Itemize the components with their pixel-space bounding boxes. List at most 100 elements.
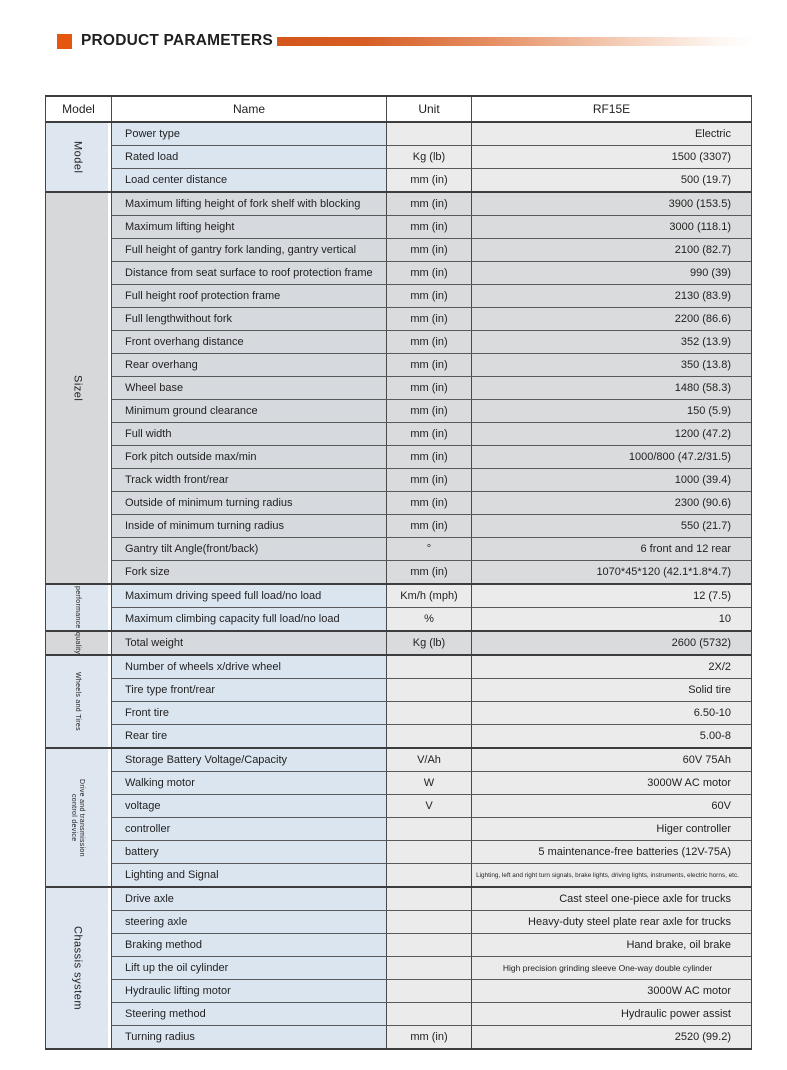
table-row: Maximum lifting height mm (in) 3000 (118.1… bbox=[111, 216, 751, 239]
param-unit-cell: V bbox=[386, 795, 471, 818]
param-name-cell: Fork size bbox=[111, 561, 386, 583]
param-name-cell: Full height of gantry fork landing, gant… bbox=[111, 239, 386, 261]
param-name-cell: Full width bbox=[111, 423, 386, 445]
table-row: steering axle Heavy-duty steel plate rear… bbox=[111, 911, 751, 935]
table-row: Wheel base mm (in) 1480 (58.3) bbox=[111, 377, 751, 400]
param-name-cell: Total weight bbox=[111, 632, 386, 654]
table-row: Lift up the oil cylinder High precision g… bbox=[111, 957, 751, 981]
table-row: Front overhang distance mm (in) 352 (13.9) bbox=[111, 331, 751, 354]
param-name-cell: Gantry tilt Angle(front/back) bbox=[111, 538, 386, 560]
category-label-text: quality bbox=[74, 632, 82, 655]
column-gap bbox=[108, 888, 111, 1049]
table-row: Minimum ground clearance mm (in) 150 (5.9) bbox=[111, 400, 751, 423]
table-row: Maximum driving speed full load/no load K… bbox=[111, 585, 751, 608]
param-name-cell: Maximum lifting height of fork shelf wit… bbox=[111, 193, 386, 215]
param-unit-cell: mm (in) bbox=[386, 262, 471, 284]
section-rows: Drive axle Cast steel one-piece axle for … bbox=[111, 888, 751, 1049]
table-row: Gantry tilt Angle(front/back) ° 6 front an… bbox=[111, 538, 751, 561]
category-label-wheels-and-tires: Wheels and Tires bbox=[46, 656, 108, 748]
param-unit-cell bbox=[386, 864, 471, 887]
param-name-cell: Inside of minimum turning radius bbox=[111, 515, 386, 537]
param-unit-cell bbox=[386, 123, 471, 145]
param-name-cell: Fork pitch outside max/min bbox=[111, 446, 386, 468]
table-row: Track width front/rear mm (in) 1000 (39.4) bbox=[111, 469, 751, 492]
param-value-cell: 3000W AC motor bbox=[471, 772, 751, 795]
table-row: Maximum lifting height of fork shelf wit… bbox=[111, 193, 751, 216]
table-row: Maximum climbing capacity full load/no l… bbox=[111, 608, 751, 630]
param-unit-cell bbox=[386, 957, 471, 980]
param-name-cell: Hydraulic lifting motor bbox=[111, 980, 386, 1003]
table-row: Load center distance mm (in) 500 (19.7) bbox=[111, 169, 751, 191]
table-row: Full width mm (in) 1200 (47.2) bbox=[111, 423, 751, 446]
param-unit-cell bbox=[386, 980, 471, 1003]
category-label-drive-and-transmission-control-device: Drive and transmission control device bbox=[46, 749, 108, 887]
param-unit-cell: mm (in) bbox=[386, 1026, 471, 1049]
table-row: Number of wheels x/drive wheel 2X/2 bbox=[111, 656, 751, 680]
param-unit-cell bbox=[386, 934, 471, 957]
param-name-cell: Storage Battery Voltage/Capacity bbox=[111, 749, 386, 772]
param-value-cell: 6.50-10 bbox=[471, 702, 751, 725]
column-gap bbox=[108, 123, 111, 191]
param-value-cell: 5.00-8 bbox=[471, 725, 751, 748]
param-name-cell: Maximum climbing capacity full load/no l… bbox=[111, 608, 386, 630]
table-row: Fork pitch outside max/min mm (in) 1000/80… bbox=[111, 446, 751, 469]
column-gap bbox=[108, 749, 111, 887]
section-rows: Maximum lifting height of fork shelf wit… bbox=[111, 193, 751, 583]
table-row: Lighting and Signal Lighting, left and ri… bbox=[111, 864, 751, 887]
param-name-cell: Front overhang distance bbox=[111, 331, 386, 353]
column-gap bbox=[108, 193, 111, 583]
param-unit-cell: mm (in) bbox=[386, 216, 471, 238]
table-row: Storage Battery Voltage/Capacity V/Ah 60V … bbox=[111, 749, 751, 773]
param-value-cell: 500 (19.7) bbox=[471, 169, 751, 191]
param-value-cell: 3000W AC motor bbox=[471, 980, 751, 1003]
header-name: Name bbox=[111, 97, 386, 121]
param-name-cell: Wheel base bbox=[111, 377, 386, 399]
param-name-cell: Steering method bbox=[111, 1003, 386, 1026]
param-value-cell: 990 (39) bbox=[471, 262, 751, 284]
param-value-cell: 12 (7.5) bbox=[471, 585, 751, 607]
param-name-cell: Drive axle bbox=[111, 888, 386, 911]
param-unit-cell bbox=[386, 656, 471, 679]
param-name-cell: Full lengthwithout fork bbox=[111, 308, 386, 330]
param-unit-cell: mm (in) bbox=[386, 354, 471, 376]
table-body: Model Power type Electric Rated load Kg (lb)… bbox=[46, 123, 751, 1049]
param-unit-cell: mm (in) bbox=[386, 400, 471, 422]
param-value-cell: Solid tire bbox=[471, 679, 751, 702]
param-value-cell: 5 maintenance-free batteries (12V-75A) bbox=[471, 841, 751, 864]
param-unit-cell bbox=[386, 725, 471, 748]
param-unit-cell: mm (in) bbox=[386, 515, 471, 537]
param-name-cell: Turning radius bbox=[111, 1026, 386, 1049]
section-performance: performance Maximum driving speed full lo… bbox=[46, 583, 751, 630]
table-row: battery 5 maintenance-free batteries (12V… bbox=[111, 841, 751, 865]
param-value-cell: Cast steel one-piece axle for trucks bbox=[471, 888, 751, 911]
param-unit-cell: mm (in) bbox=[386, 492, 471, 514]
param-value-cell: 1200 (47.2) bbox=[471, 423, 751, 445]
section-rows: Storage Battery Voltage/Capacity V/Ah 60V … bbox=[111, 749, 751, 887]
param-unit-cell: mm (in) bbox=[386, 469, 471, 491]
category-label-text: Sizel bbox=[71, 374, 84, 402]
parameters-table: Model Name Unit RF15E Model Power type Ele… bbox=[45, 95, 752, 1051]
table-row: Drive axle Cast steel one-piece axle for … bbox=[111, 888, 751, 912]
param-unit-cell: mm (in) bbox=[386, 308, 471, 330]
param-unit-cell bbox=[386, 911, 471, 934]
table-row: Rated load Kg (lb) 1500 (3307) bbox=[111, 146, 751, 169]
section-model: Model Power type Electric Rated load Kg (lb)… bbox=[46, 123, 751, 191]
param-value-cell: 2520 (99.2) bbox=[471, 1026, 751, 1049]
param-value-cell: 3000 (118.1) bbox=[471, 216, 751, 238]
table-row: Inside of minimum turning radius mm (in) 5… bbox=[111, 515, 751, 538]
param-name-cell: Number of wheels x/drive wheel bbox=[111, 656, 386, 679]
param-unit-cell bbox=[386, 841, 471, 864]
param-name-cell: battery bbox=[111, 841, 386, 864]
param-unit-cell: % bbox=[386, 608, 471, 630]
param-name-cell: Rated load bbox=[111, 146, 386, 168]
table-row: Full height roof protection frame mm (in)… bbox=[111, 285, 751, 308]
category-label-text: Chassis system bbox=[71, 926, 84, 1011]
category-label-sizel: Sizel bbox=[46, 193, 108, 583]
column-gap bbox=[108, 632, 111, 655]
param-name-cell: Walking motor bbox=[111, 772, 386, 795]
param-value-cell: 60V bbox=[471, 795, 751, 818]
param-unit-cell bbox=[386, 702, 471, 725]
param-value-cell: Hand brake, oil brake bbox=[471, 934, 751, 957]
category-label-text: Drive and transmission control device bbox=[70, 778, 86, 857]
param-value-cell: 1000/800 (47.2/31.5) bbox=[471, 446, 751, 468]
